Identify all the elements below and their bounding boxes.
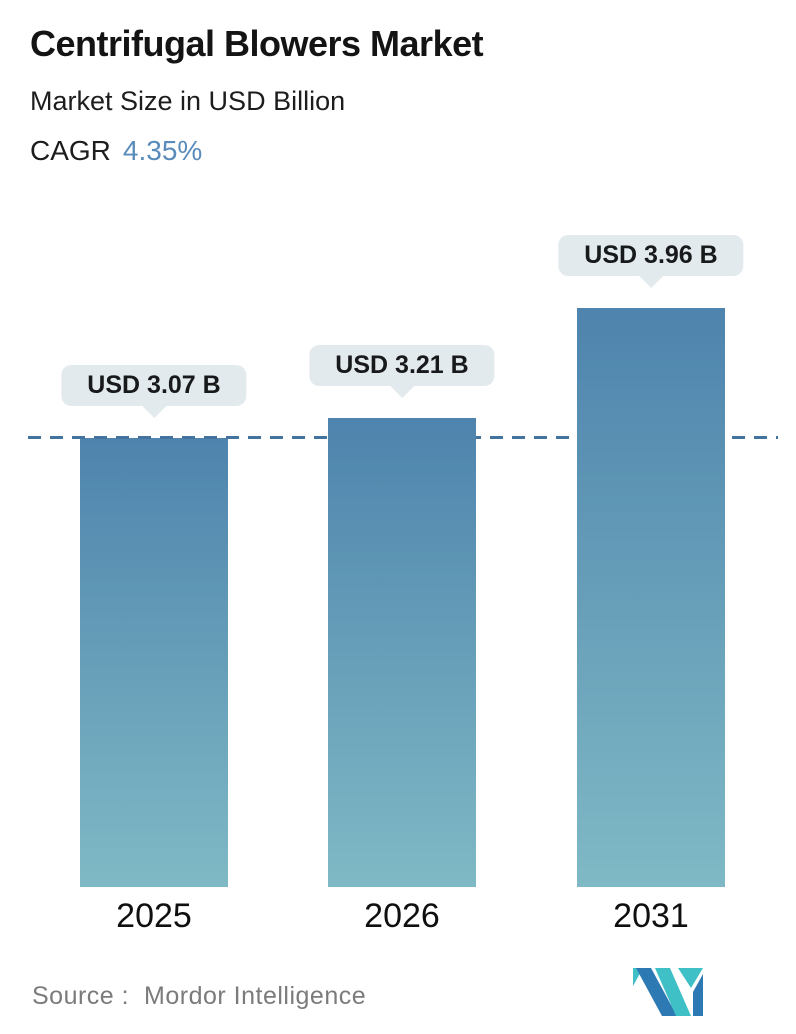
bar-group-2025: USD 3.07 B 2025 <box>61 0 247 935</box>
bar-2025 <box>80 438 228 887</box>
bar-value-label: USD 3.96 B <box>558 235 744 276</box>
chart-header: Centrifugal Blowers Market Market Size i… <box>30 23 484 167</box>
mordor-intelligence-logo <box>633 968 703 1016</box>
source-name: Mordor Intelligence <box>144 982 367 1010</box>
page-title: Centrifugal Blowers Market <box>30 23 484 64</box>
cagr-label: CAGR <box>30 134 111 166</box>
cagr-value: 4.35% <box>122 134 203 166</box>
bar-2026 <box>328 418 476 887</box>
callout-pointer-icon <box>140 405 167 418</box>
x-axis-label-2025: 2025 <box>116 897 192 935</box>
source-text: Source : Mordor Intelligence <box>32 982 366 1011</box>
callout-pointer-icon <box>637 275 664 288</box>
value-callout: USD 3.96 B <box>558 235 744 288</box>
bar-chart: USD 3.07 B 2025 USD 3.21 B 2026 USD 3.96… <box>28 0 778 935</box>
value-callout: USD 3.07 B <box>61 365 247 418</box>
x-axis-label-2031: 2031 <box>613 897 689 935</box>
bar-group-2031: USD 3.96 B 2031 <box>558 0 744 935</box>
bar-value-label: USD 3.07 B <box>61 365 247 406</box>
bar-value-label: USD 3.21 B <box>309 345 495 386</box>
value-callout: USD 3.21 B <box>309 345 495 398</box>
bar-2031 <box>577 308 725 887</box>
chart-subtitle: Market Size in USD Billion <box>30 85 346 116</box>
cagr-row: CAGR 4.35% <box>30 135 483 167</box>
source-label: Source : <box>32 982 130 1010</box>
callout-pointer-icon <box>388 385 415 398</box>
bar-group-2026: USD 3.21 B 2026 <box>309 0 495 935</box>
x-axis-label-2026: 2026 <box>364 897 440 935</box>
